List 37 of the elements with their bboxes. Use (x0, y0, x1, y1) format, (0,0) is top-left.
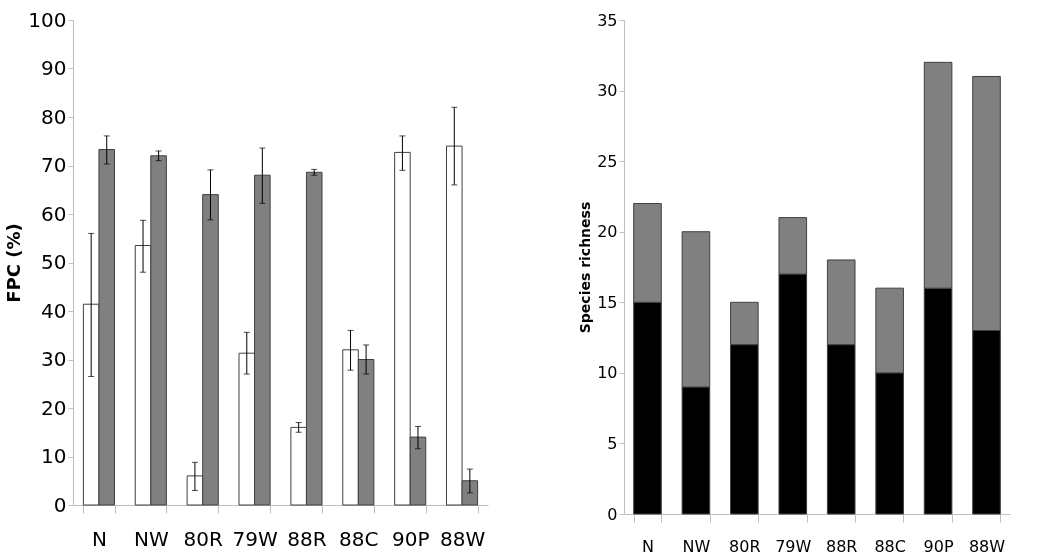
y-tick-label: 100 (28, 7, 67, 32)
y-tick-label: 5 (607, 433, 618, 453)
x-tick-label: 90P (391, 526, 430, 551)
x-tick-label: N (642, 536, 654, 556)
x-tick-label: 88R (825, 536, 858, 556)
x-tick-label: 88R (287, 526, 327, 551)
y-tick-label: 20 (597, 222, 618, 242)
y-tick-label: 10 (41, 444, 67, 468)
x-tick-label: 90P (923, 536, 954, 556)
y-tick-label: 20 (41, 395, 67, 420)
x-tick-label: 79W (775, 536, 812, 556)
x-tick-label: 88C (874, 536, 906, 556)
x-tick-label: N (91, 526, 107, 551)
x-tick-label: 80R (183, 526, 223, 551)
y-tick-label: 30 (597, 81, 618, 101)
x-tick-label: 88W (968, 536, 1006, 556)
y-tick-label: 30 (41, 347, 67, 371)
y-tick-label: 60 (41, 201, 67, 226)
y-tick-label: 70 (41, 153, 67, 177)
y-tick-label: 15 (597, 292, 618, 312)
y-axis-title: FPC (%) (3, 223, 25, 303)
x-tick-label: 88C (339, 526, 379, 551)
y-tick-label: 35 (597, 10, 618, 30)
y-tick-label: 90 (41, 56, 67, 80)
x-tick-label: 79W (232, 526, 278, 551)
y-tick-label: 0 (53, 492, 67, 517)
y-tick-label: 0 (607, 504, 618, 524)
y-tick-label: 40 (41, 298, 67, 323)
y-axis-title: Species richness (577, 201, 594, 334)
x-tick-label: NW (682, 536, 711, 556)
y-tick-label: 25 (597, 151, 618, 171)
x-tick-label: 80R (729, 536, 761, 556)
y-tick-label: 10 (597, 363, 618, 383)
x-tick-label: NW (133, 526, 169, 551)
x-tick-label: 88W (439, 526, 486, 551)
y-tick-label: 80 (41, 104, 67, 129)
y-tick-label: 50 (41, 250, 67, 274)
